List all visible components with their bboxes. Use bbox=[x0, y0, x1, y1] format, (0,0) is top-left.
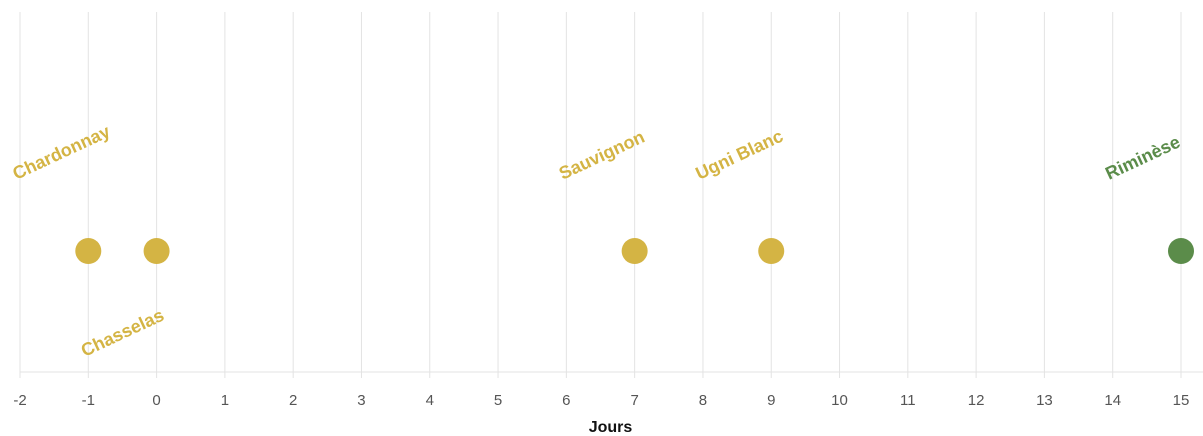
x-tick-label: 15 bbox=[1173, 392, 1190, 409]
data-label: Riminèse bbox=[1102, 132, 1183, 184]
x-tick-label: 3 bbox=[357, 392, 365, 409]
data-label: Chardonnay bbox=[10, 121, 114, 184]
x-tick-label: 6 bbox=[562, 392, 570, 409]
x-tick-label: 13 bbox=[1036, 392, 1053, 409]
x-tick-label: 4 bbox=[426, 392, 434, 409]
x-tick-label: 12 bbox=[968, 392, 985, 409]
x-tick-label: 0 bbox=[152, 392, 160, 409]
data-point[interactable] bbox=[75, 238, 102, 264]
x-tick-label: 11 bbox=[900, 392, 916, 409]
x-tick-label: -1 bbox=[82, 392, 95, 409]
x-tick-label: 10 bbox=[831, 392, 848, 409]
x-tick-label: -2 bbox=[13, 392, 26, 409]
data-labels: Chardonnay Chasselas Sauvignon Ugni Blanc Ri… bbox=[10, 121, 1184, 361]
data-points bbox=[75, 238, 1194, 264]
x-tick-label: 5 bbox=[494, 392, 502, 409]
data-label: Sauvignon bbox=[556, 127, 648, 184]
x-tick-label: 2 bbox=[289, 392, 297, 409]
data-point[interactable] bbox=[758, 238, 785, 264]
data-point[interactable] bbox=[1168, 238, 1194, 264]
data-label: Chasselas bbox=[78, 305, 167, 361]
x-tick-label: 7 bbox=[630, 392, 638, 409]
data-label: Ugni Blanc bbox=[692, 126, 786, 184]
data-point[interactable] bbox=[621, 238, 648, 264]
grid bbox=[19, 12, 1182, 372]
x-tick-label: 9 bbox=[767, 392, 775, 409]
x-tick-label: 14 bbox=[1104, 392, 1121, 409]
x-tick-label: 8 bbox=[699, 392, 707, 409]
x-axis-title: Jours bbox=[589, 419, 633, 436]
x-tick-label: 1 bbox=[221, 392, 229, 409]
x-axis-ticks: -2 -1 0 1 2 3 4 5 6 7 8 9 10 11 12 13 14 15 bbox=[13, 372, 1189, 409]
data-point[interactable] bbox=[143, 238, 170, 264]
